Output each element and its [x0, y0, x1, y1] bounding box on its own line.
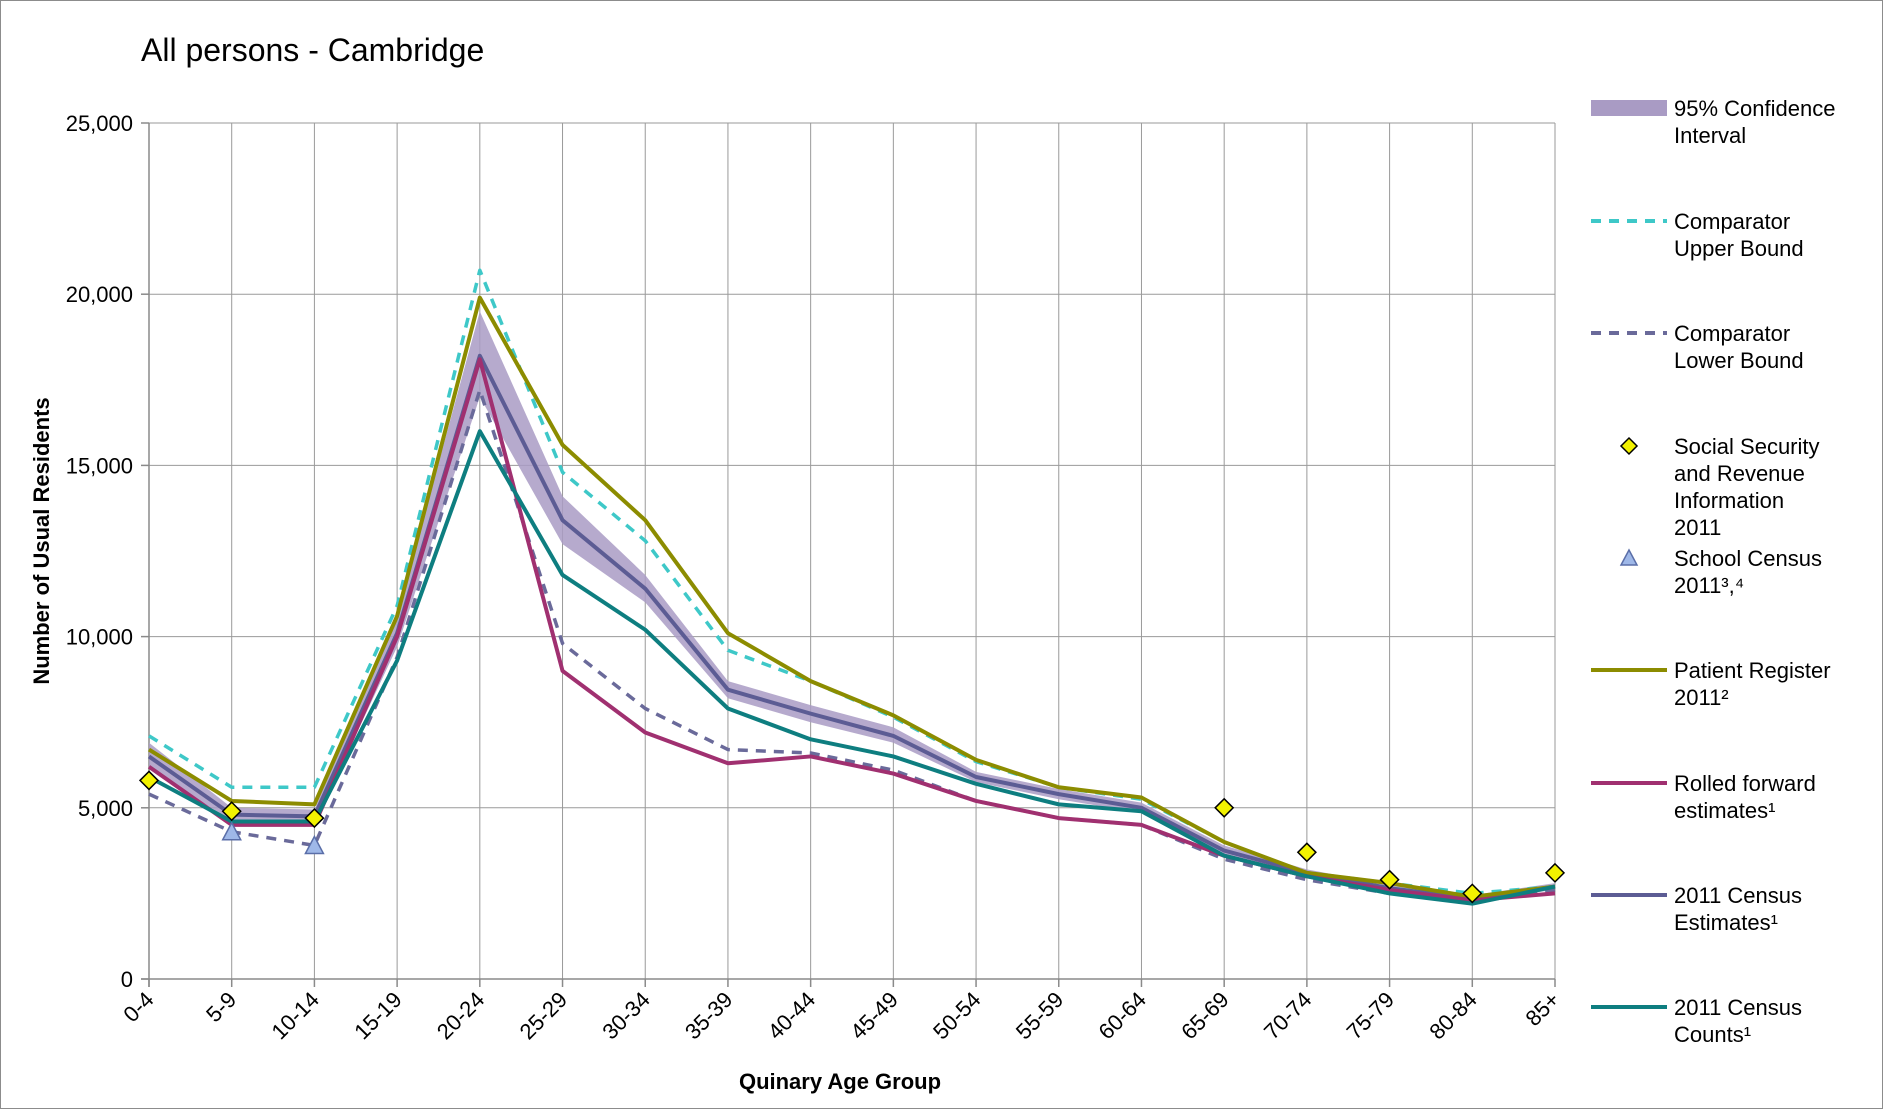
series-line [148, 268, 1556, 896]
triangle-marker [304, 834, 325, 855]
x-tick-label: 55-59 [1011, 987, 1068, 1044]
legend-label: estimates¹ [1674, 798, 1775, 823]
x-axis-label: Quinary Age Group [739, 1069, 941, 1094]
y-tick-label: 15,000 [66, 453, 133, 478]
legend-label: Counts¹ [1674, 1022, 1751, 1047]
y-tick-label: 5,000 [78, 796, 133, 821]
legend-label: Lower Bound [1674, 348, 1804, 373]
series-line [148, 429, 1556, 906]
x-tick-label: 80-84 [1424, 987, 1481, 1044]
diamond-marker [304, 808, 325, 829]
confidence-band-layer [149, 311, 1555, 901]
diamond-marker [1379, 869, 1400, 890]
legend-label: Information [1674, 488, 1784, 513]
x-axis-ticks: 0-4 5-9 10-14 15-19 20-24 25-29 30-34 35-39 40-4… [118, 979, 1565, 1044]
legend-label: Comparator [1674, 209, 1790, 234]
x-tick-label: 45-49 [845, 987, 902, 1044]
y-tick-label: 20,000 [66, 282, 133, 307]
legend-label: 2011³,⁴ [1674, 573, 1744, 598]
series-line [147, 353, 1556, 901]
x-tick-label: 65-69 [1176, 987, 1233, 1044]
legend-label: Comparator [1674, 321, 1790, 346]
legend-label: 95% Confidence [1674, 96, 1835, 121]
x-tick-label: 75-79 [1342, 987, 1399, 1044]
y-tick-label: 0 [121, 967, 133, 992]
x-tick-label: 20-24 [432, 987, 489, 1044]
y-axis-ticks: 0 5,000 10,000 15,000 20,000 25,000 [66, 111, 149, 992]
x-tick-label: 30-34 [597, 987, 654, 1044]
y-tick-label: 25,000 [66, 111, 133, 136]
legend-label: 2011 Census [1674, 995, 1802, 1020]
x-tick-label: 40-44 [763, 987, 820, 1044]
x-tick-label: 10-14 [266, 987, 323, 1044]
x-tick-label: 0-4 [118, 987, 158, 1027]
x-tick-label: 60-64 [1094, 987, 1151, 1044]
legend-label: 2011 [1674, 515, 1721, 540]
legend-swatch [1619, 548, 1639, 566]
x-tick-label: 35-39 [680, 987, 737, 1044]
series-lines [147, 268, 1556, 906]
diamond-marker [1296, 842, 1317, 863]
legend-label: Upper Bound [1674, 236, 1804, 261]
y-axis-label: Number of Usual Residents [29, 397, 54, 684]
grid [141, 122, 1556, 987]
legend-label: Patient Register [1674, 658, 1831, 683]
legend-swatch [1619, 436, 1639, 456]
triangle-marker [221, 821, 242, 841]
legend-label: Rolled forward [1674, 771, 1816, 796]
x-tick-label: 15-19 [349, 987, 406, 1044]
confidence-band [149, 311, 1555, 901]
x-tick-label: 70-74 [1259, 987, 1316, 1044]
series-line [148, 388, 1556, 902]
series-line [147, 357, 1556, 903]
legend-label: Estimates¹ [1674, 910, 1778, 935]
series-markers [138, 770, 1566, 904]
legend-label: 2011² [1674, 685, 1729, 710]
diamond-marker [1462, 883, 1483, 904]
diamond-marker [138, 770, 160, 791]
x-tick-label: 25-29 [515, 987, 572, 1044]
legend-label: and Revenue [1674, 461, 1805, 486]
legend-swatch [1591, 100, 1667, 116]
diamond-marker [1214, 797, 1235, 818]
diamond-marker [221, 801, 242, 822]
legend-label: Social Security [1674, 434, 1820, 459]
x-tick-label: 50-54 [928, 987, 985, 1044]
series-line [147, 295, 1556, 899]
x-tick-label: 5-9 [201, 987, 241, 1027]
diamond-marker [1544, 862, 1566, 883]
legend-label: School Census [1674, 546, 1822, 571]
legend-label: Interval [1674, 123, 1746, 148]
chart-title: All persons - Cambridge [141, 32, 484, 68]
y-tick-label: 10,000 [66, 625, 133, 650]
legend-label: 2011 Census [1674, 883, 1802, 908]
x-tick-label: 85+ [1520, 987, 1564, 1031]
